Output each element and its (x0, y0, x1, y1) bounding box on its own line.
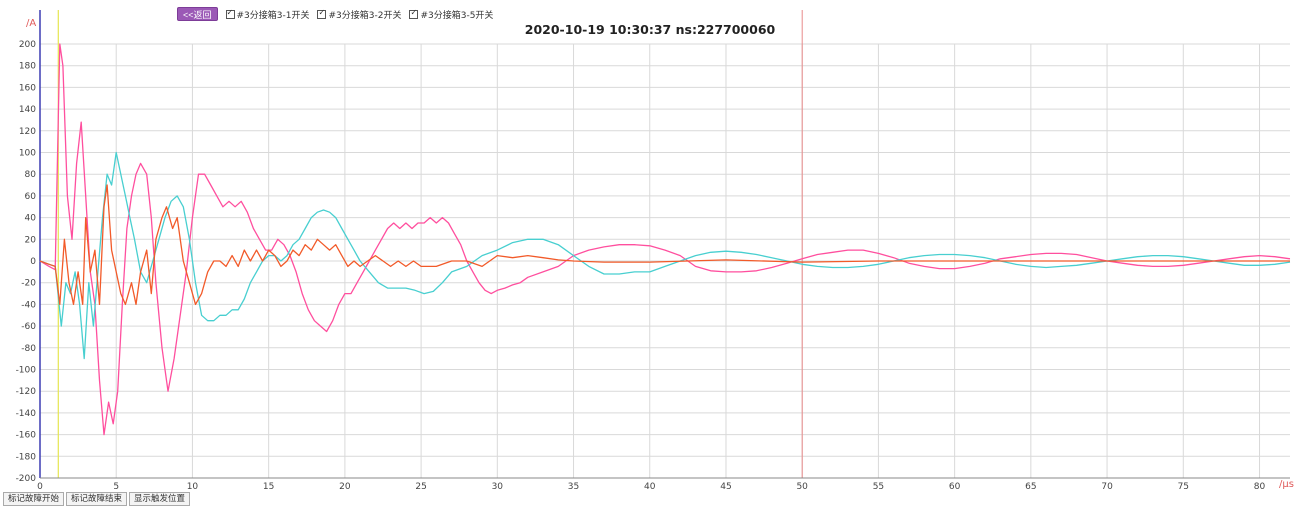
back-button[interactable]: <<返回 (177, 7, 218, 21)
y-tick-label: 0 (30, 257, 36, 267)
series-line-1 (39, 184, 1290, 306)
series-line-3 (39, 43, 1291, 436)
y-axis-unit-label: /A (26, 18, 36, 29)
mark-fault-end-button[interactable]: 标记故障结束 (66, 492, 128, 506)
chart-axes (39, 10, 1290, 479)
y-tick-label: -160 (16, 431, 37, 441)
y-tick-label: -200 (16, 474, 37, 484)
x-tick-label: 35 (568, 482, 579, 492)
chart-title: 2020-10-19 10:30:37 ns:227700060 (524, 22, 776, 37)
x-tick-label: 80 (1254, 482, 1266, 492)
x-tick-label: 20 (339, 482, 351, 492)
checkbox-icon[interactable] (409, 8, 419, 19)
x-tick-label: 15 (263, 482, 274, 492)
checkbox-icon[interactable] (317, 8, 327, 19)
x-tick-label: 10 (187, 482, 199, 492)
y-tick-label: -20 (21, 279, 36, 289)
y-tick-label: 60 (25, 192, 37, 202)
x-axis-unit-label: /μs (1279, 479, 1294, 490)
y-tick-label: 200 (19, 40, 36, 50)
legend-toggle-series-3[interactable]: #3分接箱3-5开关 (409, 8, 493, 21)
x-tick-label: 65 (1025, 482, 1036, 492)
mark-fault-start-button[interactable]: 标记故障开始 (3, 492, 65, 506)
x-tick-label: 55 (873, 482, 884, 492)
x-tick-label: 60 (949, 482, 961, 492)
y-tick-label: -60 (21, 322, 36, 332)
y-tick-label: -80 (21, 344, 36, 354)
chart-series-lines (39, 43, 1291, 436)
legend-label: #3分接箱3-1开关 (236, 10, 310, 21)
y-tick-label: -40 (21, 300, 36, 310)
chart-ticks: 200180160140120100806040200-20-40-60-80-… (16, 40, 1266, 492)
y-tick-label: -180 (16, 452, 37, 462)
x-tick-label: 45 (720, 482, 731, 492)
x-tick-label: 25 (415, 482, 426, 492)
checkbox-icon[interactable] (225, 8, 235, 19)
x-tick-label: 40 (644, 482, 656, 492)
y-tick-label: -120 (16, 387, 37, 397)
y-tick-label: 120 (19, 127, 36, 137)
x-tick-label: 75 (1178, 482, 1189, 492)
y-tick-label: -100 (16, 366, 37, 376)
y-tick-label: 160 (19, 83, 36, 93)
marker-button-bar: 标记故障开始 标记故障结束 显示触发位置 (3, 492, 191, 506)
x-tick-label: 30 (492, 482, 504, 492)
x-tick-label: 0 (37, 482, 43, 492)
show-trigger-position-button[interactable]: 显示触发位置 (129, 492, 191, 506)
legend-label: #3分接箱3-2开关 (328, 10, 402, 21)
y-tick-label: 180 (19, 62, 36, 72)
legend-label: #3分接箱3-5开关 (420, 10, 494, 21)
legend-toggle-series-1[interactable]: #3分接箱3-1开关 (225, 8, 310, 21)
y-tick-label: -140 (16, 409, 37, 419)
legend-toggle-series-2[interactable]: #3分接箱3-2开关 (317, 8, 401, 21)
y-tick-label: 20 (25, 235, 37, 245)
x-tick-label: 50 (796, 482, 808, 492)
chart-toolbar: <<返回 #3分接箱3-1开关 #3分接箱3-2开关 #3分接箱3-5开关 (177, 6, 493, 22)
y-tick-label: 140 (19, 105, 36, 115)
y-tick-label: 40 (25, 214, 37, 224)
x-tick-label: 5 (113, 482, 119, 492)
y-tick-label: 80 (25, 170, 37, 180)
x-tick-label: 70 (1101, 482, 1113, 492)
series-line-2 (39, 151, 1291, 360)
chart-cursors (57, 10, 803, 478)
y-tick-label: 100 (19, 149, 36, 159)
